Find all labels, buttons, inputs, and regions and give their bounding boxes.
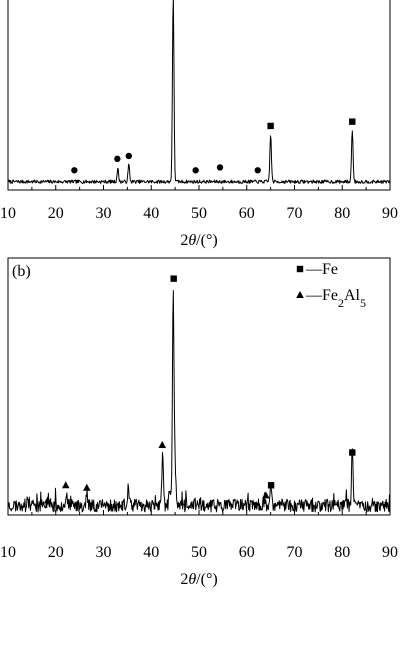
legend-label: —Fe (305, 261, 338, 278)
panel-label: (b) (12, 263, 31, 280)
x-tick-label: 60 (239, 544, 255, 561)
phase-marker-square (349, 118, 356, 125)
phase-marker-square (170, 275, 177, 282)
legend-marker-triangle (296, 291, 304, 298)
phase-marker-square (349, 449, 356, 456)
phase-marker-triangle (61, 481, 70, 489)
phase-marker-triangle (262, 491, 270, 499)
xrd-pattern-line (7, 289, 391, 513)
x-tick-label: 40 (143, 544, 159, 561)
xrd-pattern-line (7, 0, 391, 184)
x-tick-label: 80 (334, 544, 350, 561)
phase-marker-circle (216, 164, 224, 171)
x-tick-label: 70 (287, 544, 303, 561)
phase-marker-circle (71, 167, 78, 174)
phase-marker-circle (125, 152, 133, 160)
phase-marker-square (267, 122, 274, 130)
x-axis-label: 2θ/(°) (180, 232, 217, 249)
x-tick-label: 70 (287, 205, 303, 222)
x-tick-label: 30 (96, 205, 112, 222)
phase-marker-triangle (43, 496, 52, 504)
x-axis-label: 2θ/(°) (180, 571, 217, 588)
x-tick-label: 20 (48, 544, 64, 561)
chart-panel-1: 10 20 30 40 50 60 70 80 90 2θ/(°) (0, 0, 398, 249)
x-tick-label: 20 (48, 205, 64, 222)
x-tick-label: 90 (382, 544, 398, 561)
phase-marker-square (267, 482, 275, 489)
chart-panel-2: 10 20 30 40 50 60 70 80 90 2θ/(°) (b) —Fe —Fe2Al5 (0, 257, 398, 588)
x-tick-label: 50 (191, 205, 207, 222)
phase-marker-triangle (82, 483, 91, 491)
x-tick-label: 10 (0, 544, 16, 561)
legend-marker-square (296, 265, 304, 273)
phase-marker-circle (114, 155, 121, 163)
phase-marker-circle (254, 167, 261, 174)
x-tick-label: 90 (382, 205, 398, 222)
legend: —Fe —Fe2Al5 (296, 261, 366, 310)
phase-marker-triangle (158, 440, 167, 448)
legend-label: —Fe2Al5 (305, 287, 366, 310)
x-tick-label: 40 (143, 205, 159, 222)
x-tick-label: 10 (0, 205, 16, 222)
x-tick-label: 60 (239, 205, 255, 222)
x-tick-label: 50 (191, 544, 207, 561)
x-tick-label: 30 (96, 544, 112, 561)
x-tick-label: 80 (334, 205, 350, 222)
plot-frame (7, 0, 391, 191)
phase-marker-circle (192, 167, 199, 174)
